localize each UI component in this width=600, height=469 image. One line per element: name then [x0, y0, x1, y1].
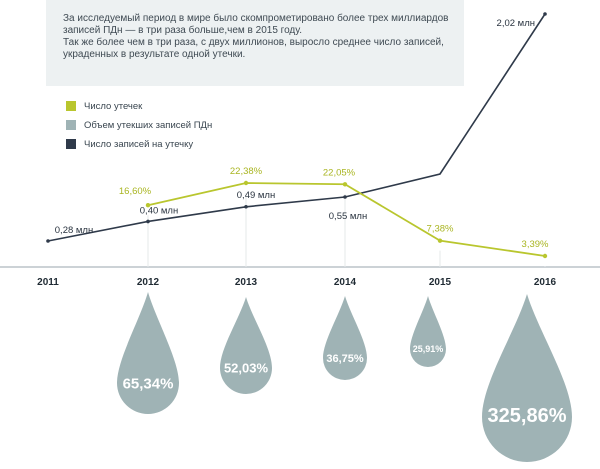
- leak-data-label: 16,60%: [119, 186, 152, 197]
- leak-data-label: 7,38%: [427, 224, 454, 235]
- leak-data-label: 22,05%: [323, 167, 356, 178]
- per-leak-data-label: 0,28 млн: [55, 225, 93, 236]
- volume-data-label: 25,91%: [413, 344, 444, 354]
- leak-point: [342, 182, 348, 187]
- leak-point: [145, 203, 151, 208]
- x-tick-label: 2016: [534, 277, 557, 288]
- legend-item-volume: Объем утекших записей ПДн: [66, 119, 212, 131]
- per-leak-data-label: 2,02 млн: [497, 18, 535, 29]
- leak-data-label: 3,39%: [522, 239, 549, 250]
- leak-point: [243, 180, 249, 186]
- legend-label-leaks: Число утечек: [84, 100, 143, 112]
- leak-data-label: 22,38%: [230, 166, 263, 177]
- summary-note: За исследуемый период в мире было скомпр…: [46, 0, 464, 86]
- per-leak-point: [46, 239, 50, 243]
- x-tick-label: 2012: [137, 277, 160, 288]
- x-tick-label: 2014: [334, 277, 357, 288]
- summary-text-1: За исследуемый период в мире было скомпр…: [63, 13, 449, 36]
- volume-data-label: 65,34%: [123, 375, 174, 392]
- x-tick-label: 2015: [429, 277, 452, 288]
- leak-point: [542, 253, 548, 259]
- legend-swatch-volume: [66, 120, 76, 130]
- volume-droplet: [410, 296, 446, 367]
- legend: Число утечек Объем утекших записей ПДн Ч…: [66, 100, 212, 157]
- volume-droplet: [323, 296, 367, 380]
- legend-label-volume: Объем утекших записей ПДн: [84, 119, 213, 131]
- per-leak-data-label: 0,55 млн: [329, 211, 367, 222]
- summary-text-2: Так же более чем в три раза, с двух милл…: [63, 37, 444, 60]
- x-tick-label: 2013: [235, 277, 258, 288]
- x-tick-label: 2011: [37, 277, 59, 288]
- legend-item-per-leak: Число записей на утечку: [66, 138, 212, 150]
- per-leak-point: [343, 195, 347, 199]
- volume-data-label: 52,03%: [224, 361, 269, 376]
- per-leak-data-label: 0,49 млн: [237, 190, 275, 201]
- legend-swatch-leaks: [66, 101, 76, 111]
- volume-droplet: [117, 292, 179, 414]
- leak-point: [437, 238, 443, 243]
- per-leak-point: [543, 12, 547, 16]
- per-leak-point: [244, 204, 248, 209]
- legend-swatch-per-leak: [66, 139, 76, 149]
- per-leak-data-label: 0,40 млн: [140, 205, 178, 216]
- per-leak-point: [146, 219, 150, 224]
- series-line-per-leak: [47, 13, 546, 242]
- volume-data-label: 325,86%: [488, 405, 567, 427]
- volume-droplet: [482, 294, 572, 462]
- volume-data-label: 36,75%: [326, 353, 364, 365]
- volume-droplet: [220, 297, 272, 394]
- legend-item-leaks: Число утечек: [66, 100, 212, 112]
- legend-label-per-leak: Число записей на утечку: [84, 138, 194, 150]
